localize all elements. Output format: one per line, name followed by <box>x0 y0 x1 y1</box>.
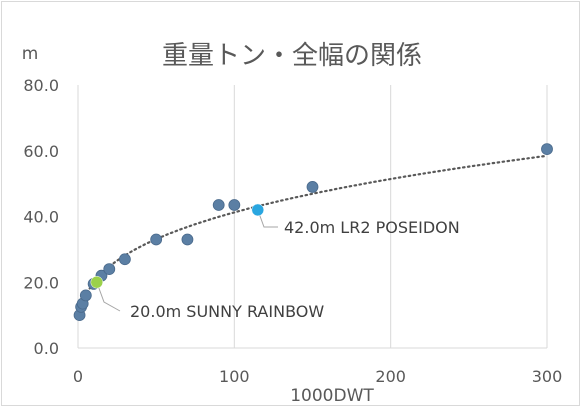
y-tick-label: 0.0 <box>34 339 59 358</box>
x-tick-label: 0 <box>73 367 83 386</box>
data-point <box>119 253 131 266</box>
y-tick-label: 80.0 <box>23 76 59 95</box>
data-point <box>103 263 116 276</box>
grid-layer <box>233 85 548 348</box>
callout-label: 20.0m SUNNY RAINBOW <box>130 302 324 321</box>
chart-title: 重量トン・全幅の関係 <box>162 41 422 71</box>
y-axis-title: m <box>22 44 39 64</box>
data-point <box>306 181 319 193</box>
data-point <box>150 233 163 246</box>
data-point <box>181 233 194 246</box>
x-tick-label: 300 <box>532 367 563 386</box>
x-tick-label: 100 <box>219 367 250 386</box>
y-tick-label: 40.0 <box>23 208 59 227</box>
y-tick-label: 20.0 <box>23 273 59 292</box>
annotation-layer: 20.0m SUNNY RAINBOW 42.0m LR2 POSEIDON <box>90 203 460 321</box>
x-axis-title: 1000DWT <box>290 386 374 406</box>
data-point <box>228 199 241 211</box>
data-point <box>212 199 225 211</box>
callout-leader <box>96 282 121 312</box>
data-point <box>79 289 92 302</box>
axis-layer: 0 100 200 300 0.0 20.0 40.0 60.0 80.0 <box>23 76 562 386</box>
callout-label: 42.0m LR2 POSEIDON <box>284 218 460 237</box>
x-tick-label: 200 <box>375 367 406 386</box>
data-point <box>541 143 553 156</box>
y-tick-label: 60.0 <box>23 142 59 161</box>
highlight-point <box>90 276 104 289</box>
highlight-point <box>251 203 265 217</box>
